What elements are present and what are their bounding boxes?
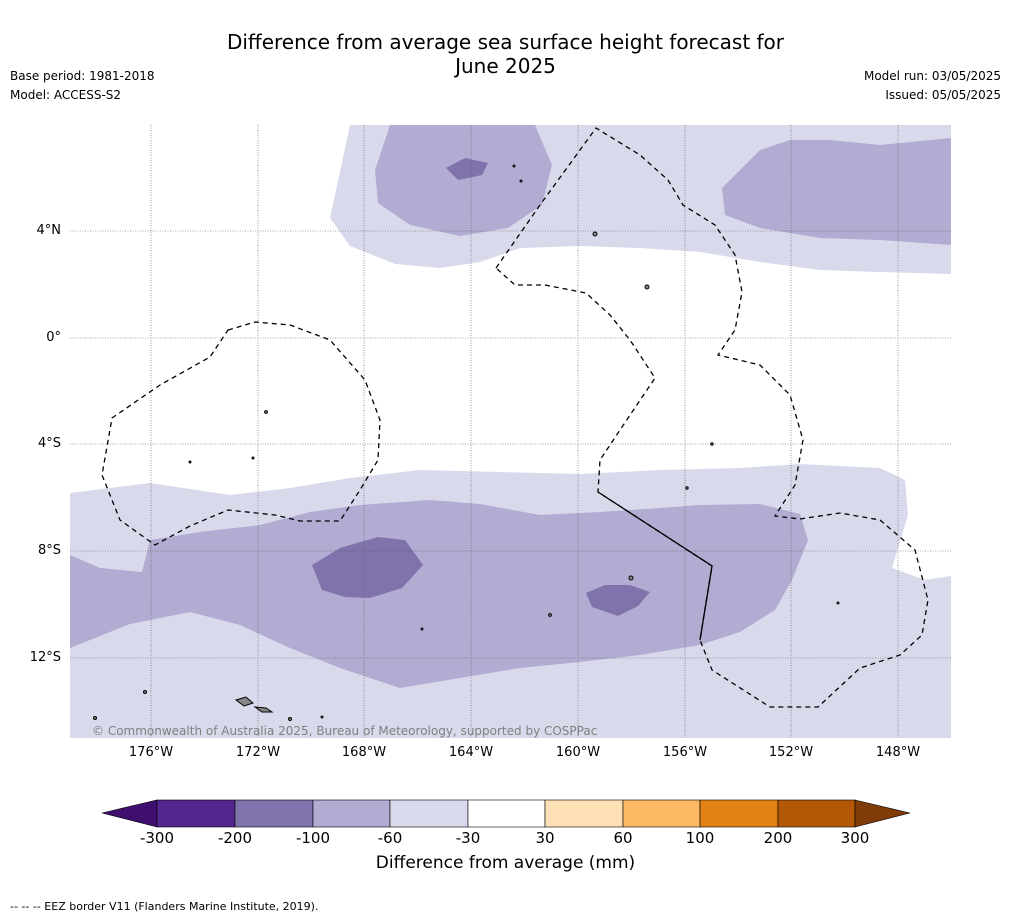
eez-border-kiribati-line [495,127,929,708]
colorbar-tick: -200 [217,829,253,847]
colorbar-bin-1 [156,799,236,828]
colorbar-tick: -60 [377,829,403,847]
lat-label-4n: 4°N [36,223,62,238]
colorbar-title: Difference from average (mm) [375,853,636,873]
model-run: Model run: 03/05/2025 [863,69,1001,83]
colorbar-bin-4 [389,799,469,828]
colorbar-bin-9 [777,799,856,828]
map-field [70,125,951,738]
lat-label-0: 0° [46,330,61,345]
lon-label-172w: 172°W [235,745,281,760]
contour-south-medium [70,500,808,688]
colorbar-bin-8 [699,799,779,828]
lat-label-8s: 8°S [37,543,61,558]
colorbar-tick: 60 [613,829,633,847]
lon-label-168w: 168°W [341,745,387,760]
islands [93,164,840,721]
colorbar-bin-7 [622,799,701,828]
copyright-notice: © Commonwealth of Australia 2025, Bureau… [92,724,598,738]
lon-label-164w: 164°W [448,745,494,760]
lon-label-152w: 152°W [768,745,814,760]
colorbar-bin-3 [312,799,391,828]
colorbar-low-extension [101,799,158,828]
lon-label-148w: 148°W [875,745,921,760]
colorbar-bin-5 [467,799,546,828]
colorbar-tick: -100 [295,829,331,847]
contour-south-dark-west [312,537,423,598]
colorbar-bin-2 [234,799,314,828]
contour-south-dark-east [586,585,650,616]
lon-label-156w: 156°W [662,745,708,760]
lat-label-12s: 12°S [29,650,61,665]
contour-northwest-dark [446,158,488,180]
colorbar-tick: -300 [139,829,175,847]
colorbar-high-extension [854,799,911,828]
lon-label-176w: 176°W [128,745,174,760]
gridlines [70,125,951,738]
colorbar-bin-6 [544,799,624,828]
issued-date: Issued: 05/05/2025 [885,88,1001,102]
footnote-eez: -- -- -- EEZ border V11 (Flanders Marine… [10,900,319,913]
colorbar [101,799,911,828]
eez-borders [101,127,929,708]
colorbar-tick: 30 [535,829,555,847]
lon-label-160w: 160°W [555,745,601,760]
eez-solid-segment [597,491,713,641]
colorbar-tick: 200 [763,829,793,847]
chart-title-line1: Difference from average sea surface heig… [226,30,785,54]
meta-right: Model run: 03/05/2025 Issued: 05/05/2025 [864,67,1001,105]
chart-title-line2: June 2025 [455,54,556,78]
chart-title: Difference from average sea surface heig… [0,30,1011,78]
meta-left: Base period: 1981-2018 Model: ACCESS-S2 [10,67,155,105]
contour-northeast-medium [722,138,951,245]
colorbar-tick: 300 [840,829,870,847]
colorbar-tick: -30 [455,829,481,847]
contour-northwest-medium [375,125,552,236]
lat-label-4s: 4°S [37,436,61,451]
colorbar-tick: 100 [685,829,715,847]
model-name: Model: ACCESS-S2 [10,88,122,102]
base-period: Base period: 1981-2018 [10,69,155,83]
